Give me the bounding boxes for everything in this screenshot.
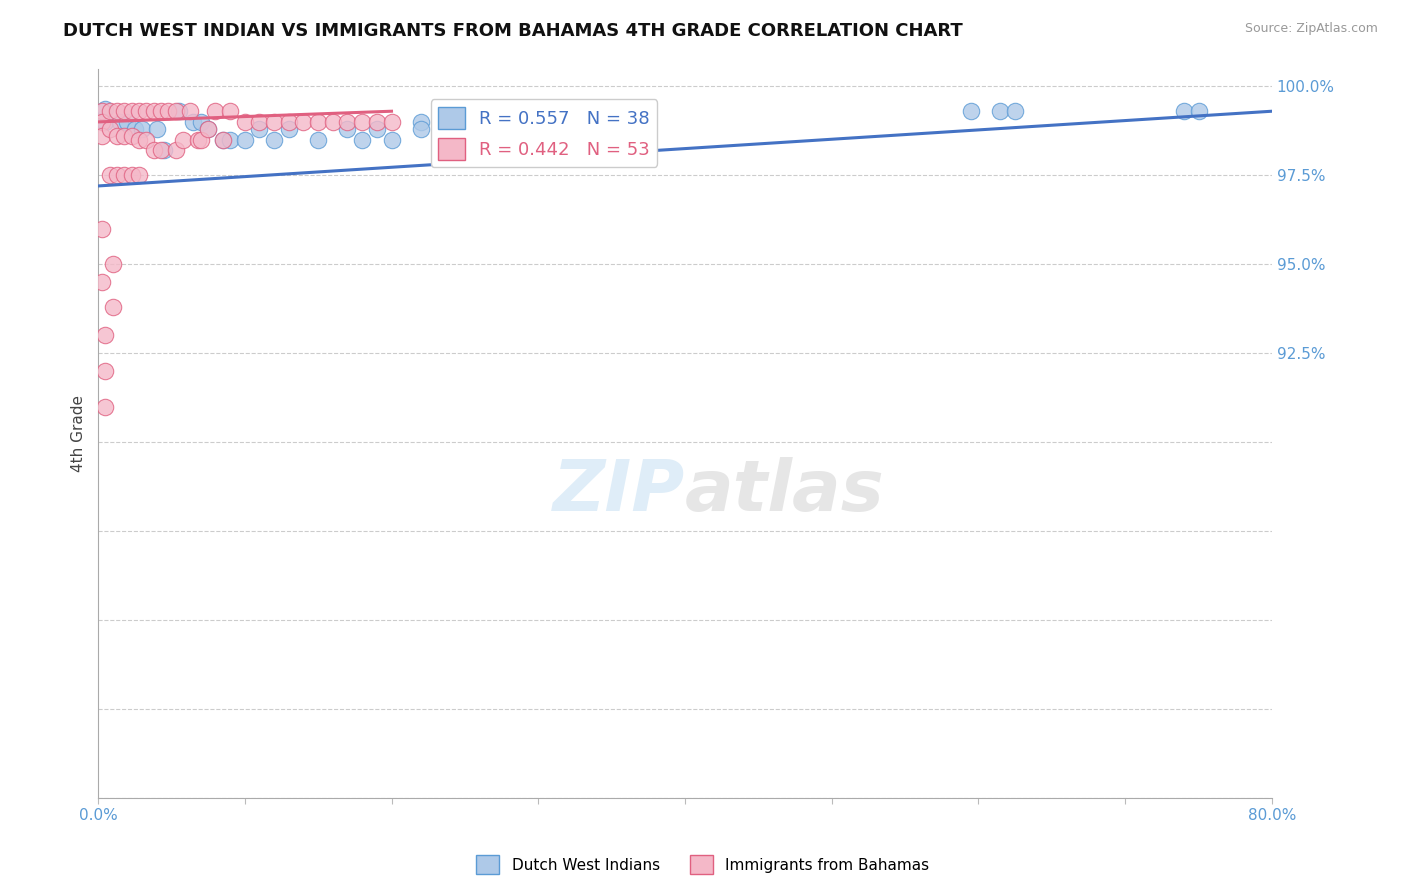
Point — [91, 115, 114, 129]
Point — [114, 169, 136, 183]
Point — [498, 115, 520, 129]
Point — [336, 115, 359, 129]
Point — [461, 115, 484, 129]
Point — [432, 115, 454, 129]
Point — [219, 104, 242, 119]
Point — [277, 122, 299, 136]
Point — [94, 364, 117, 378]
Point — [114, 129, 136, 144]
Text: ZIP: ZIP — [553, 458, 685, 526]
Point — [105, 129, 128, 144]
Point — [121, 129, 143, 144]
Point — [124, 122, 146, 136]
Point — [91, 221, 114, 235]
Point — [352, 115, 374, 129]
Point — [157, 104, 180, 119]
Point — [187, 133, 209, 147]
Point — [446, 115, 468, 129]
Point — [91, 129, 114, 144]
Point — [94, 400, 117, 414]
Point — [336, 122, 359, 136]
Point — [263, 133, 285, 147]
Point — [307, 115, 329, 129]
Y-axis label: 4th Grade: 4th Grade — [72, 395, 86, 472]
Point — [167, 104, 190, 119]
Point — [190, 133, 212, 147]
Point — [128, 104, 150, 119]
Point — [183, 115, 205, 129]
Point — [512, 115, 534, 129]
Point — [101, 300, 124, 314]
Point — [233, 133, 256, 147]
Point — [352, 133, 374, 147]
Point — [197, 122, 219, 136]
Text: atlas: atlas — [685, 458, 884, 526]
Point — [98, 104, 121, 119]
Point — [150, 104, 173, 119]
Point — [131, 122, 153, 136]
Point — [1004, 104, 1026, 119]
Text: Source: ZipAtlas.com: Source: ZipAtlas.com — [1244, 22, 1378, 36]
Point — [960, 104, 983, 119]
Point — [292, 115, 315, 129]
Point — [1173, 104, 1195, 119]
Point — [145, 122, 167, 136]
Point — [105, 104, 128, 119]
Point — [108, 115, 131, 129]
Point — [172, 133, 194, 147]
Point — [409, 122, 432, 136]
Point — [990, 104, 1012, 119]
Point — [484, 115, 506, 129]
Point — [128, 133, 150, 147]
Point — [121, 104, 143, 119]
Point — [197, 122, 219, 136]
Point — [121, 169, 143, 183]
Point — [211, 133, 233, 147]
Point — [114, 104, 136, 119]
Point — [277, 115, 299, 129]
Text: DUTCH WEST INDIAN VS IMMIGRANTS FROM BAHAMAS 4TH GRADE CORRELATION CHART: DUTCH WEST INDIAN VS IMMIGRANTS FROM BAH… — [63, 22, 963, 40]
Point — [322, 115, 344, 129]
Point — [98, 122, 121, 136]
Point — [527, 133, 550, 147]
Point — [249, 122, 271, 136]
Point — [366, 122, 388, 136]
Point — [380, 133, 402, 147]
Point — [211, 133, 233, 147]
Point — [142, 104, 165, 119]
Point — [249, 115, 271, 129]
Point — [409, 115, 432, 129]
Point — [94, 115, 117, 129]
Point — [1187, 104, 1209, 119]
Point — [91, 275, 114, 289]
Point — [165, 104, 187, 119]
Point — [105, 169, 128, 183]
Point — [446, 122, 468, 136]
Point — [263, 115, 285, 129]
Point — [135, 133, 157, 147]
Point — [179, 104, 201, 119]
Point — [94, 328, 117, 343]
Point — [190, 115, 212, 129]
Point — [135, 104, 157, 119]
Point — [153, 144, 176, 158]
Point — [204, 104, 226, 119]
Point — [165, 144, 187, 158]
Point — [150, 144, 173, 158]
Point — [91, 104, 114, 119]
Point — [307, 133, 329, 147]
Legend: Dutch West Indians, Immigrants from Bahamas: Dutch West Indians, Immigrants from Baha… — [471, 849, 935, 880]
Legend: R = 0.557   N = 38, R = 0.442   N = 53: R = 0.557 N = 38, R = 0.442 N = 53 — [430, 99, 658, 167]
Point — [366, 115, 388, 129]
Point — [98, 169, 121, 183]
Point — [101, 257, 124, 271]
Point — [128, 169, 150, 183]
Point — [94, 103, 117, 117]
Point — [142, 144, 165, 158]
Point — [380, 115, 402, 129]
Point — [219, 133, 242, 147]
Point — [117, 115, 139, 129]
Point — [233, 115, 256, 129]
